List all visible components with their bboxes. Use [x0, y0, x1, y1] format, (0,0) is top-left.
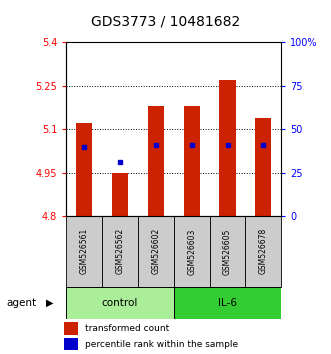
Bar	[219, 80, 236, 216]
Text: GSM526561: GSM526561	[80, 228, 89, 274]
Bar	[148, 106, 164, 216]
Bar	[246, 216, 281, 287]
Bar	[210, 216, 246, 287]
Text: percentile rank within the sample: percentile rank within the sample	[85, 339, 238, 349]
Bar	[112, 173, 128, 216]
Bar	[174, 287, 281, 319]
Text: GSM526602: GSM526602	[151, 228, 160, 274]
Bar	[102, 216, 138, 287]
Text: GSM526605: GSM526605	[223, 228, 232, 275]
Bar	[255, 118, 271, 216]
Text: transformed count: transformed count	[85, 324, 169, 333]
Text: GSM526678: GSM526678	[259, 228, 268, 274]
Text: GDS3773 / 10481682: GDS3773 / 10481682	[91, 14, 240, 28]
Bar	[184, 106, 200, 216]
Text: ▶: ▶	[46, 298, 54, 308]
Bar	[138, 216, 174, 287]
Bar	[66, 216, 102, 287]
Bar	[64, 338, 78, 350]
Text: IL-6: IL-6	[218, 298, 237, 308]
Bar	[174, 216, 210, 287]
Bar	[76, 124, 92, 216]
Text: GSM526603: GSM526603	[187, 228, 196, 275]
Text: GSM526562: GSM526562	[116, 228, 124, 274]
Bar	[66, 287, 174, 319]
Text: agent: agent	[7, 298, 37, 308]
Text: control: control	[102, 298, 138, 308]
Bar	[64, 322, 78, 335]
